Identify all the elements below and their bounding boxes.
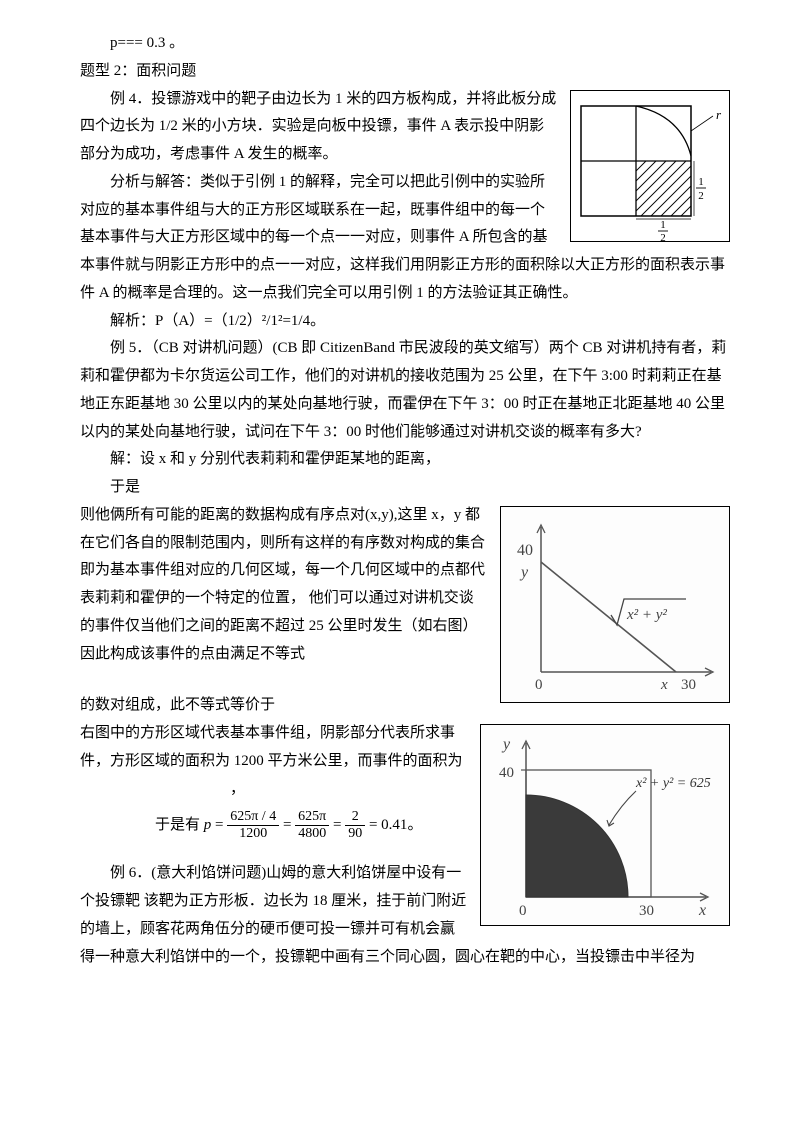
fig2-xlabel-x: x [660, 677, 668, 693]
ex5-hence: 于是 [80, 474, 730, 502]
svg-text:1: 1 [698, 176, 704, 188]
fig2-x30: 30 [681, 677, 696, 693]
ex4-solution: 解析：P（A）=（1/2）²/1²=1/4。 [80, 308, 730, 336]
fig3-eq: x² + y² = 625 [635, 776, 711, 791]
figure-square-target: r 1 2 1 2 [570, 90, 730, 242]
fig2-origin: 0 [535, 677, 543, 693]
figure-line-distance: 40 y 0 x 30 x² + y² [500, 506, 730, 703]
fig3-y40: 40 [499, 765, 514, 781]
svg-text:1: 1 [660, 219, 666, 231]
fig3-xlabel: x [698, 902, 706, 919]
fig3-x30: 30 [639, 903, 654, 919]
svg-text:2: 2 [660, 232, 666, 241]
ex5-let: 解：设 x 和 y 分别代表莉莉和霍伊距某地的距离， [80, 446, 730, 474]
svg-text:x² + y²: x² + y² [626, 607, 667, 623]
line-p: p=== 0.3 。 [80, 30, 730, 58]
fig3-origin: 0 [519, 903, 527, 919]
figure-shaded-region: y 40 0 30 x x² + y² = 625 [480, 724, 730, 926]
svg-text:2: 2 [698, 190, 704, 202]
fig2-ylabel: y [519, 564, 529, 581]
ex5-intro: 例 5．（CB 对讲机问题）(CB 即 CitizenBand 市民波段的英文缩… [80, 335, 730, 446]
fig3-ylabel: y [501, 736, 511, 753]
section-title: 题型 2：面积问题 [80, 58, 730, 86]
fig2-y40: 40 [517, 542, 533, 559]
